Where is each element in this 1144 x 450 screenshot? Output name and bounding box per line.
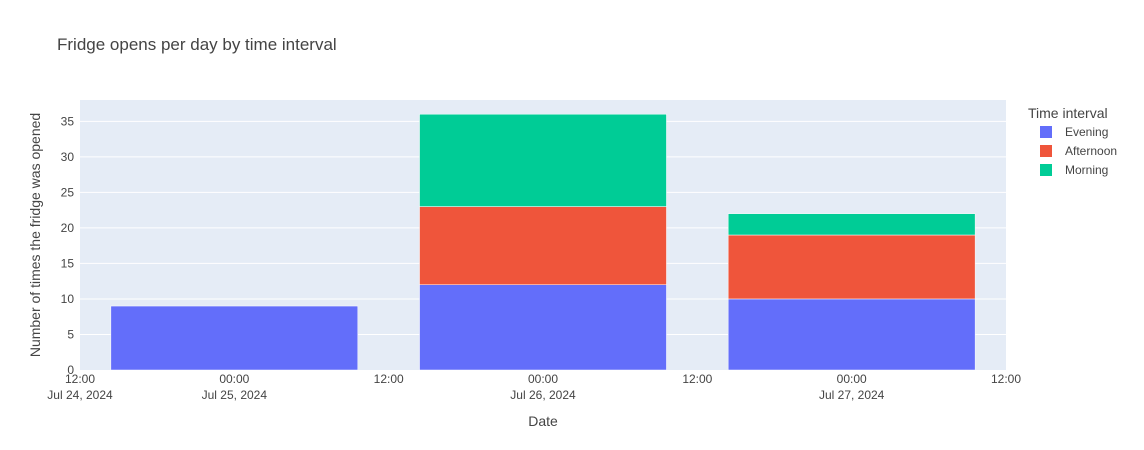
bar-afternoon <box>727 234 976 300</box>
legend-swatch <box>1040 126 1052 138</box>
y-tick-label: 30 <box>61 150 75 164</box>
y-axis-ticks: 0 5 10 15 20 25 30 35 <box>61 114 75 377</box>
x-tick-date-label: Jul 26, 2024 <box>510 388 576 402</box>
legend-item-label: Morning <box>1065 163 1108 177</box>
bar-afternoon <box>419 206 667 285</box>
legend-swatch <box>1040 145 1052 157</box>
bar-evening <box>727 298 976 371</box>
bar-evening <box>419 284 667 371</box>
x-axis-title: Date <box>528 413 558 429</box>
x-tick-label: 00:00 <box>219 372 249 386</box>
y-tick-label: 5 <box>67 327 74 341</box>
legend-item-label: Afternoon <box>1065 144 1117 158</box>
legend-title: Time interval <box>1028 105 1108 121</box>
y-tick-label: 25 <box>61 185 75 199</box>
x-tick-label: 12:00 <box>682 372 712 386</box>
x-axis-ticks: 12:00 Jul 24, 2024 00:00 Jul 25, 2024 12:00 0… <box>47 372 1021 402</box>
y-tick-label: 10 <box>61 292 75 306</box>
bar-evening <box>110 305 359 371</box>
y-axis-title: Number of times the fridge was opened <box>27 113 43 357</box>
y-tick-label: 35 <box>61 114 75 128</box>
x-tick-label: 00:00 <box>837 372 867 386</box>
x-tick-date-label: Jul 27, 2024 <box>819 388 885 402</box>
legend-item-label: Evening <box>1065 125 1108 139</box>
legend: Time interval Evening Afternoon Morning <box>1028 105 1117 177</box>
bars <box>110 113 976 371</box>
y-tick-label: 15 <box>61 256 75 270</box>
x-tick-label: 00:00 <box>528 372 558 386</box>
x-tick-label: 12:00 <box>65 372 95 386</box>
bar-morning <box>727 213 976 236</box>
x-tick-date-label: Jul 25, 2024 <box>202 388 268 402</box>
bar-morning <box>419 113 667 207</box>
chart-title: Fridge opens per day by time interval <box>57 35 337 54</box>
y-tick-label: 0 <box>67 363 74 377</box>
y-tick-label: 20 <box>61 221 75 235</box>
x-tick-date-label: Jul 24, 2024 <box>47 388 113 402</box>
x-tick-label: 12:00 <box>991 372 1021 386</box>
legend-swatch <box>1040 164 1052 176</box>
x-tick-label: 12:00 <box>374 372 404 386</box>
